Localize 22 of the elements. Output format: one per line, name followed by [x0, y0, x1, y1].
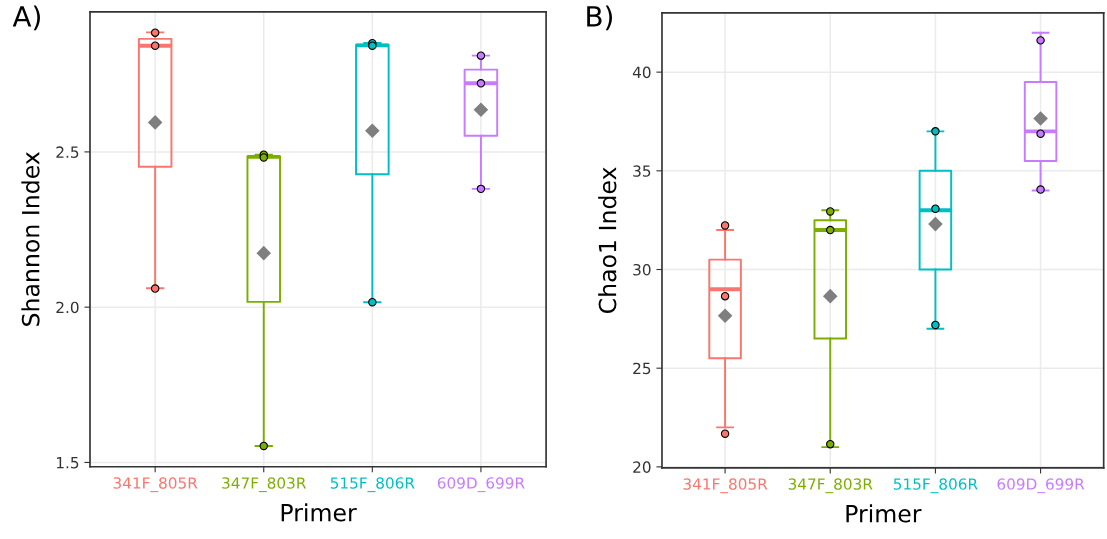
x-tick-label: 609D_699R — [437, 477, 525, 493]
y-axis-title: Chao1 Index — [598, 167, 617, 314]
x-tick-label: 515F_806R — [330, 477, 415, 493]
x-tick-label: 341F_805R — [113, 477, 198, 493]
x-tick-label: 341F_805R — [683, 478, 768, 494]
x-axis-title: Primer — [281, 503, 357, 522]
x-axis-title: Primer — [846, 504, 922, 523]
x-tick-label: 515F_806R — [893, 478, 978, 494]
y-tick-label: 35 — [633, 165, 651, 177]
y-tick-label: 2.0 — [56, 301, 79, 314]
y-tick-label: 30 — [633, 263, 651, 276]
y-tick-label: 40 — [632, 66, 651, 79]
y-tick-label: 20 — [633, 461, 651, 473]
y-tick-label: 25 — [633, 362, 651, 375]
chart-title: A) — [12, 5, 40, 31]
y-axis-title: Shannon Index — [21, 151, 40, 326]
y-tick-label: 1.5 — [56, 457, 79, 469]
x-tick-label: 347F_803R — [222, 477, 306, 493]
chart-title: B) — [587, 5, 612, 31]
x-tick-label: 609D_699R — [997, 478, 1085, 494]
x-tick-label: 347F_803R — [788, 478, 873, 494]
y-tick-label: 2.5 — [56, 146, 79, 158]
